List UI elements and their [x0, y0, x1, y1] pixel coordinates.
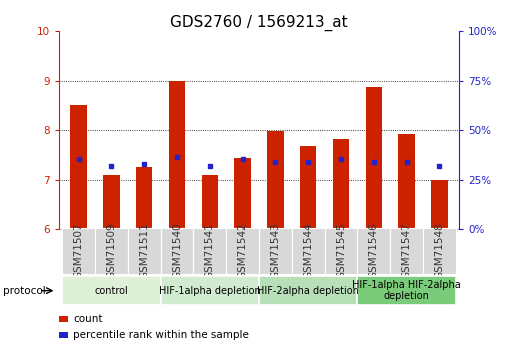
Title: GDS2760 / 1569213_at: GDS2760 / 1569213_at [170, 15, 348, 31]
Bar [226, 228, 259, 274]
Bar [128, 228, 161, 274]
Bar [300, 146, 317, 229]
Bar [431, 180, 448, 229]
Text: HIF-1alpha depletion: HIF-1alpha depletion [159, 286, 261, 296]
Bar [366, 87, 382, 229]
Text: GSM71541: GSM71541 [205, 223, 215, 279]
Bar [103, 175, 120, 229]
Bar [259, 228, 292, 274]
Bar [161, 228, 193, 274]
Text: GSM71547: GSM71547 [402, 223, 411, 279]
Bar [292, 228, 325, 274]
Text: percentile rank within the sample: percentile rank within the sample [73, 330, 249, 339]
Text: GSM71511: GSM71511 [139, 223, 149, 279]
Bar [62, 228, 95, 274]
Bar [259, 276, 358, 305]
Text: GSM71548: GSM71548 [435, 223, 444, 279]
Bar [399, 134, 415, 229]
Bar [423, 228, 456, 274]
Text: GSM71542: GSM71542 [238, 223, 248, 279]
Text: GSM71507: GSM71507 [74, 223, 84, 279]
Bar [169, 81, 185, 229]
Text: count: count [73, 314, 103, 324]
Bar [136, 167, 152, 229]
Text: control: control [94, 286, 128, 296]
Bar [70, 106, 87, 229]
Bar [95, 228, 128, 274]
Text: HIF-1alpha HIF-2alpha
depletion: HIF-1alpha HIF-2alpha depletion [352, 280, 461, 302]
Bar [325, 228, 358, 274]
Bar [358, 228, 390, 274]
Bar [390, 228, 423, 274]
Text: GSM71546: GSM71546 [369, 223, 379, 279]
Bar [62, 276, 161, 305]
Bar [267, 131, 284, 229]
Text: GSM71543: GSM71543 [270, 223, 281, 279]
Text: GSM71540: GSM71540 [172, 223, 182, 279]
Text: GSM71544: GSM71544 [303, 223, 313, 279]
Bar [333, 139, 349, 229]
Text: HIF-2alpha depletion: HIF-2alpha depletion [258, 286, 359, 296]
Bar [234, 158, 251, 229]
Bar [358, 276, 456, 305]
Text: GSM71545: GSM71545 [336, 223, 346, 279]
Bar [193, 228, 226, 274]
Text: GSM71509: GSM71509 [107, 223, 116, 279]
Bar [202, 175, 218, 229]
Text: protocol: protocol [3, 286, 45, 296]
Bar [161, 276, 259, 305]
